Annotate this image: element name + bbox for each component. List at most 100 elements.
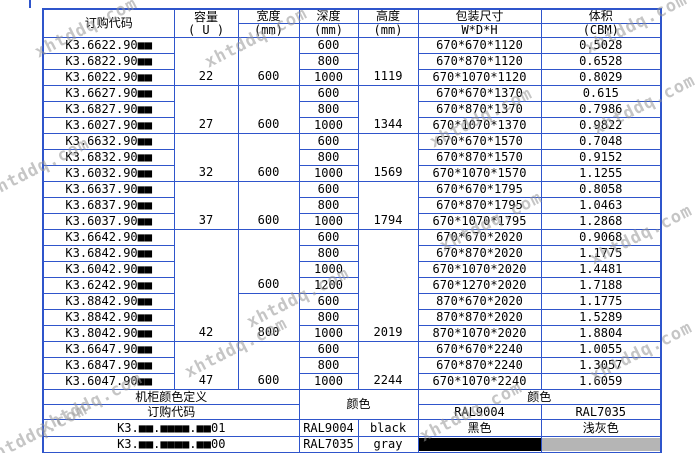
table-row: K3.6042.90■■ 1000 670*1070*2020 1.4481 [42, 261, 662, 278]
package-cell: 670*870*1570 [417, 149, 542, 166]
depth-cell: 800 [298, 245, 359, 262]
volume-cell: 0.8058 [540, 181, 662, 198]
table-row: K3.6827.90■■ 800 670*870*1370 0.7986 [42, 101, 662, 118]
height-cell: 1569 [357, 133, 419, 182]
order-code-cell: K3.8842.90■■ [42, 309, 175, 326]
width-cell: 600 [237, 229, 300, 294]
table-row: K3.8042.90■■ 1000 870*1070*2020 1.8804 [42, 325, 662, 342]
order-code-cell: K3.6837.90■■ [42, 197, 175, 214]
ral7035-header: RAL7035 [540, 404, 662, 420]
ral9004-header: RAL9004 [417, 404, 542, 420]
table-row: K3.6047.90■■ 1000 670*1070*2240 1.6059 [42, 373, 662, 390]
order-code-cell: K3.6022.90■■ [42, 69, 175, 86]
order-code-cell: K3.6242.90■■ [42, 277, 175, 294]
color-definition-row: 机柜颜色定义 颜色 颜色 [42, 389, 662, 420]
order-code-cell: K3.6637.90■■ [42, 181, 175, 198]
volume-cell: 1.1255 [540, 165, 662, 182]
volume-cell: 1.0463 [540, 197, 662, 214]
gray-color-row: K3.■■.■■■■.■■00 RAL7035 gray [42, 436, 662, 453]
black-swatch-cell [417, 436, 542, 453]
volume-cell: 0.7048 [540, 133, 662, 150]
width-cell: 600 [237, 85, 300, 134]
volume-cell: 0.9152 [540, 149, 662, 166]
package-cell: 870*870*2020 [417, 309, 542, 326]
black-cn-cell: 黑色 [417, 419, 542, 437]
color-header-mid: 颜色 [298, 389, 419, 420]
depth-cell: 600 [298, 85, 359, 102]
height-cell: 1119 [357, 37, 419, 86]
depth-cell: 600 [298, 293, 359, 310]
header-package: 包装尺寸 [417, 8, 542, 24]
volume-cell: 1.6059 [540, 373, 662, 390]
black-color-swatch [419, 438, 540, 451]
volume-cell: 1.5289 [540, 309, 662, 326]
package-cell: 670*670*2020 [417, 229, 542, 246]
package-cell: 670*870*1120 [417, 53, 542, 70]
black-color-row: K3.■■.■■■■.■■01 RAL9004 black 黑色 浅灰色 [42, 419, 662, 437]
header-depth: 深度 [298, 8, 359, 24]
volume-cell: 1.2868 [540, 213, 662, 230]
depth-cell: 1000 [298, 69, 359, 86]
depth-cell: 800 [298, 357, 359, 374]
depth-cell: 1000 [298, 117, 359, 134]
table-row: K3.6847.90■■ 800 670*870*2240 1.3057 [42, 357, 662, 374]
package-cell: 670*670*2240 [417, 341, 542, 358]
table-row: K3.6842.90■■ 800 670*870*2020 1.1775 [42, 245, 662, 262]
black-order-code: K3.■■.■■■■.■■01 [42, 419, 300, 437]
header-height-unit: (mm) [357, 23, 419, 38]
volume-cell: 0.7986 [540, 101, 662, 118]
order-code-cell: K3.6632.90■■ [42, 133, 175, 150]
color-definition-title: 机柜颜色定义 [42, 389, 300, 405]
table-row: K3.6627.90■■ 27 600 600 1344 670*670*137… [42, 85, 662, 134]
gray-color-swatch [542, 438, 660, 451]
color-header-right: 颜色 [417, 389, 662, 405]
table-row: K3.6832.90■■ 800 670*870*1570 0.9152 [42, 149, 662, 166]
order-code-cell: K3.6032.90■■ [42, 165, 175, 182]
depth-cell: 600 [298, 133, 359, 150]
height-cell: 1344 [357, 85, 419, 134]
package-cell: 670*1070*1120 [417, 69, 542, 86]
depth-cell: 1000 [298, 165, 359, 182]
package-cell: 670*670*1120 [417, 37, 542, 54]
table-row: K3.8842.90■■ 800 870*870*2020 1.5289 [42, 309, 662, 326]
table-row: K3.6032.90■■ 1000 670*1070*1570 1.1255 [42, 165, 662, 182]
left-edge-line [29, 0, 31, 8]
header-capacity-label: 容量 [193, 9, 218, 24]
height-cell: 1794 [357, 181, 419, 230]
width-cell: 600 [237, 341, 300, 390]
package-cell: 670*870*2240 [417, 357, 542, 374]
table-row: K3.6632.90■■ 32 600 600 1569 670*670*157… [42, 133, 662, 182]
order-code-cell: K3.6827.90■■ [42, 101, 175, 118]
ral7035-code-cell: RAL7035 [298, 436, 359, 453]
volume-cell: 1.4481 [540, 261, 662, 278]
volume-cell: 1.0055 [540, 341, 662, 358]
table-row: K3.6027.90■■ 1000 670*1070*1370 0.9822 [42, 117, 662, 134]
width-cell: 800 [237, 293, 300, 342]
order-code-cell: K3.6647.90■■ [42, 341, 175, 358]
header-volume: 体积 [540, 8, 662, 24]
gray-order-code: K3.■■.■■■■.■■00 [42, 436, 300, 453]
volume-cell: 0.5028 [540, 37, 662, 54]
order-code-cell: K3.6027.90■■ [42, 117, 175, 134]
table-row: K3.6647.90■■ 47 600 600 2244 670*670*224… [42, 341, 662, 390]
capacity-cell: 27 [173, 85, 239, 134]
table-row: K3.6822.90■■ 800 670*870*1120 0.6528 [42, 53, 662, 70]
depth-cell: 800 [298, 149, 359, 166]
header-volume-unit: (CBM) [540, 23, 662, 38]
depth-cell: 600 [298, 37, 359, 54]
depth-cell: 1000 [298, 261, 359, 278]
header-depth-unit: (mm) [298, 23, 359, 38]
depth-cell: 1000 [298, 373, 359, 390]
volume-cell: 1.7188 [540, 277, 662, 294]
depth-cell: 1000 [298, 213, 359, 230]
order-code-cell: K3.6622.90■■ [42, 37, 175, 54]
order-code-cell: K3.6642.90■■ [42, 229, 175, 246]
order-code-cell: K3.6042.90■■ [42, 261, 175, 278]
order-code-cell: K3.6627.90■■ [42, 85, 175, 102]
table-row: K3.6022.90■■ 1000 670*1070*1120 0.8029 [42, 69, 662, 86]
header-height: 高度 [357, 8, 419, 24]
volume-cell: 1.3057 [540, 357, 662, 374]
package-cell: 670*670*1795 [417, 181, 542, 198]
gray-swatch-cell [540, 436, 662, 453]
order-code-cell: K3.6047.90■■ [42, 373, 175, 390]
